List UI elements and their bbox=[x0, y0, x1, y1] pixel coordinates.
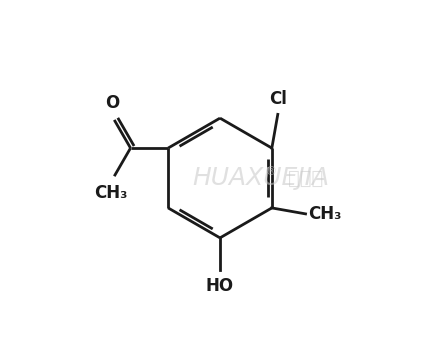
Text: Cl: Cl bbox=[269, 90, 287, 108]
Text: 化学家: 化学家 bbox=[289, 168, 324, 188]
Text: HUAXUEJIA: HUAXUEJIA bbox=[193, 166, 330, 190]
Text: ®: ® bbox=[264, 165, 277, 178]
Text: CH₃: CH₃ bbox=[308, 205, 341, 223]
Text: O: O bbox=[106, 94, 120, 112]
Text: CH₃: CH₃ bbox=[94, 184, 128, 202]
Text: HO: HO bbox=[206, 277, 234, 294]
